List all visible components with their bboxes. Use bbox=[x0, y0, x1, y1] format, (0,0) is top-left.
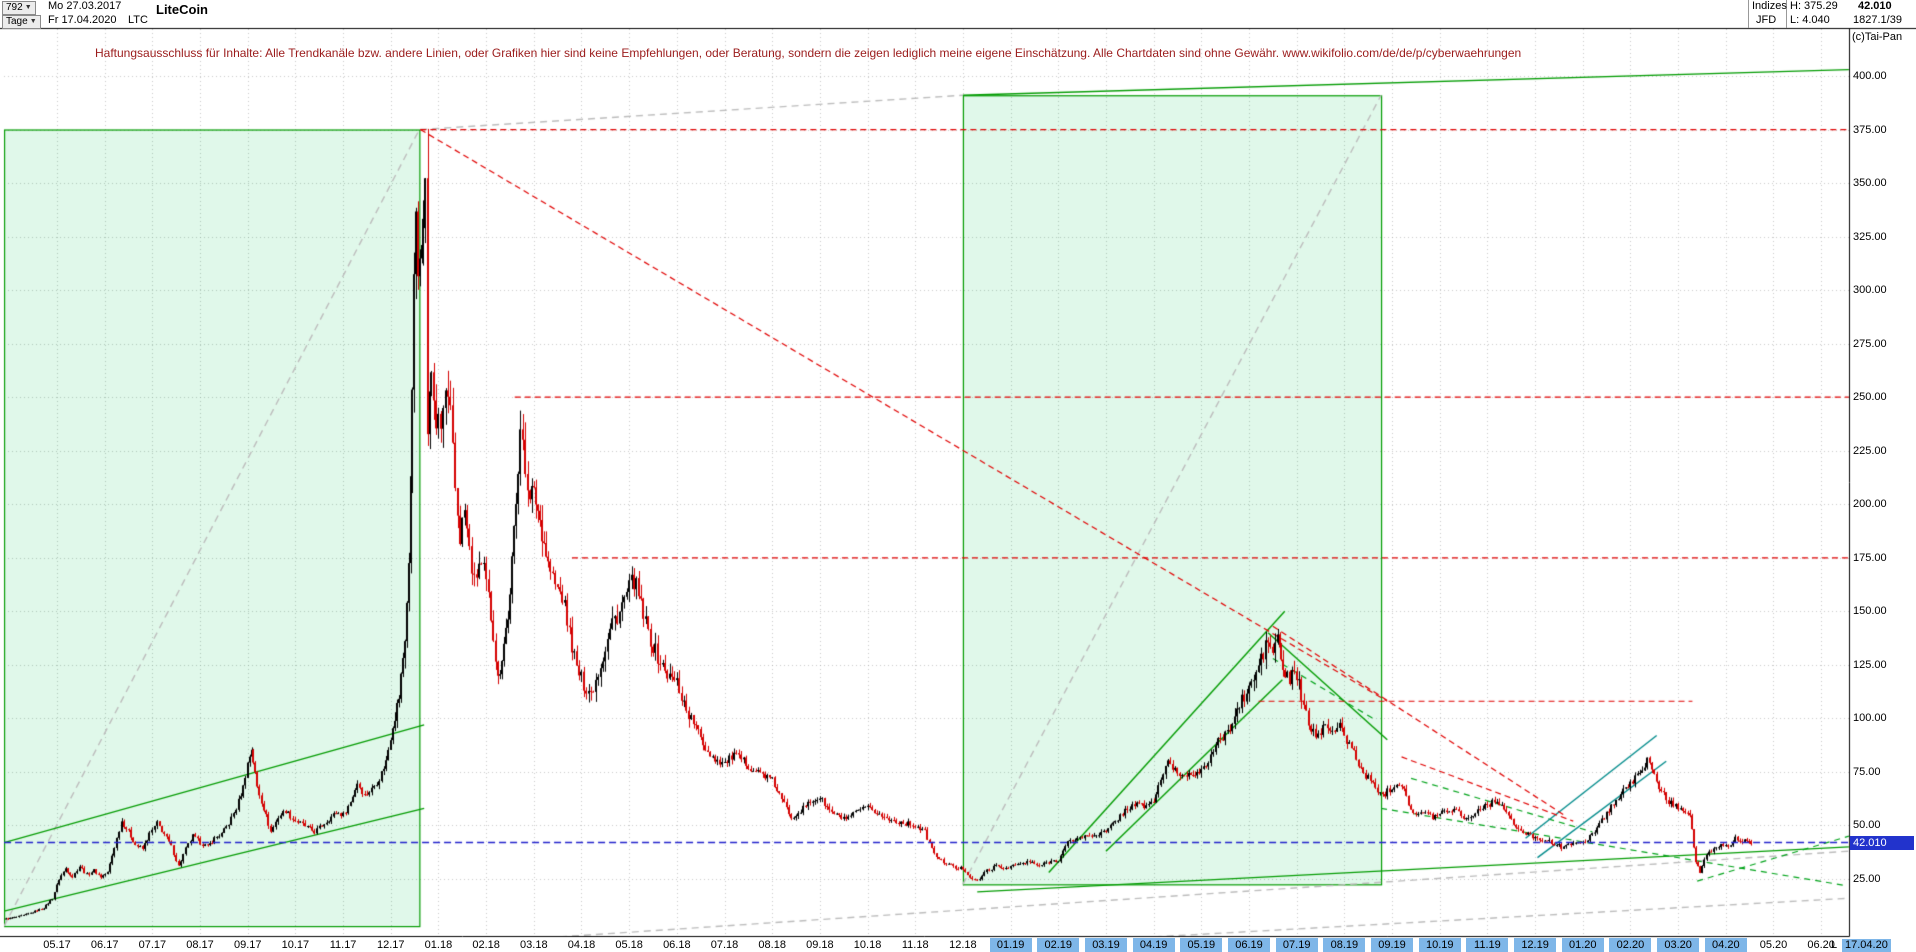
chart-end-date: Fr 17.04.2020 bbox=[48, 14, 117, 26]
x-axis-label: 12.17 bbox=[376, 939, 405, 951]
x-axis-label: 04.20 bbox=[1704, 938, 1747, 952]
x-axis-label: 05.18 bbox=[615, 939, 643, 951]
x-axis-label: 08.17 bbox=[186, 939, 214, 951]
x-axis-label: 06.19 bbox=[1228, 938, 1270, 952]
period-value: Tage bbox=[6, 16, 28, 27]
chart-start-date: Mo 27.03.2017 bbox=[48, 0, 122, 12]
x-axis: 05.17 06.17 07.17 08.17 09.17 10.17 11.17 12.17… bbox=[0, 938, 1916, 952]
chevron-down-icon: ▼ bbox=[24, 4, 32, 11]
x-axis-label: 01.18 bbox=[424, 939, 453, 951]
y-axis-label: 75.00 bbox=[1853, 765, 1881, 778]
x-axis-label: 11.19 bbox=[1466, 938, 1509, 952]
y-axis-label: 100.00 bbox=[1853, 712, 1887, 725]
x-axis-label: 07.19 bbox=[1275, 938, 1318, 952]
y-axis-label: 225.00 bbox=[1853, 444, 1887, 457]
x-axis-label: 08.18 bbox=[758, 939, 786, 951]
y-axis-label: 200.00 bbox=[1853, 498, 1887, 511]
y-axis-label: 150.00 bbox=[1853, 605, 1887, 618]
header-last-price: 42.010 bbox=[1858, 0, 1892, 12]
header-separator bbox=[1748, 0, 1749, 28]
y-axis-label: 350.00 bbox=[1853, 177, 1887, 190]
x-axis-label: 02.20 bbox=[1609, 938, 1652, 952]
x-axis-label: 08.19 bbox=[1323, 938, 1366, 952]
symbol-label: LTC bbox=[128, 14, 148, 26]
x-axis-label: 02.19 bbox=[1037, 938, 1080, 952]
instrument-title: LiteCoin bbox=[156, 2, 208, 17]
x-axis-label: 11.17 bbox=[329, 939, 357, 951]
x-axis-label: 12.18 bbox=[949, 939, 977, 951]
period-dropdown[interactable]: Tage ▼ bbox=[2, 15, 41, 29]
x-axis-label: 01.19 bbox=[989, 938, 1032, 952]
x-axis-label: 03.18 bbox=[520, 939, 548, 951]
x-axis-label: 10.18 bbox=[853, 939, 882, 951]
y-axis-label: 50.00 bbox=[1853, 819, 1881, 832]
current-price-tag: 42.010 bbox=[1850, 835, 1914, 850]
y-axis-label: 25.00 bbox=[1853, 872, 1881, 885]
header-separator bbox=[1786, 0, 1787, 28]
period-high-value: H: 375.29 bbox=[1790, 0, 1838, 12]
bars-count-value: 792 bbox=[6, 2, 23, 13]
last-date-value: 17.04.20 bbox=[1842, 939, 1891, 952]
y-axis-label: 275.00 bbox=[1853, 337, 1887, 350]
provider-label: JFD bbox=[1756, 14, 1777, 26]
x-axis-label: 03.20 bbox=[1657, 938, 1700, 952]
x-axis-label: 04.19 bbox=[1132, 938, 1175, 952]
y-axis-label: 375.00 bbox=[1853, 123, 1887, 136]
chevron-down-icon: ▼ bbox=[29, 18, 37, 25]
x-axis-label: 03.19 bbox=[1084, 938, 1127, 952]
x-axis-label: 02.18 bbox=[472, 939, 500, 951]
indizes-label[interactable]: Indizes bbox=[1752, 0, 1787, 12]
y-axis-label: 125.00 bbox=[1853, 658, 1887, 671]
index-value: 1827.1/39 bbox=[1853, 14, 1902, 26]
x-axis-label: 10.19 bbox=[1418, 938, 1461, 952]
x-axis-label: 06.20 bbox=[1807, 939, 1835, 951]
x-axis-label: 12.19 bbox=[1514, 938, 1557, 952]
x-axis-label: 05.20 bbox=[1759, 939, 1788, 951]
x-axis-label: 06.18 bbox=[663, 939, 691, 951]
x-axis-label: 06.17 bbox=[90, 939, 119, 951]
x-axis-label: 10.17 bbox=[281, 939, 310, 951]
x-axis-label: 07.18 bbox=[710, 939, 739, 951]
y-axis-label: 250.00 bbox=[1853, 391, 1887, 404]
y-axis-label: 175.00 bbox=[1853, 551, 1887, 564]
x-axis-label: 04.18 bbox=[567, 939, 596, 951]
x-axis-label: 09.19 bbox=[1371, 938, 1414, 952]
disclaimer: Haftungsausschluss für Inhalte: Alle Tre… bbox=[95, 46, 1522, 60]
x-axis-label: 07.17 bbox=[138, 939, 167, 951]
x-axis-label: 01.20 bbox=[1561, 938, 1604, 952]
x-axis-label: 09.17 bbox=[233, 939, 262, 951]
y-axis-label: 400.00 bbox=[1853, 70, 1887, 82]
y-axis-label: 300.00 bbox=[1853, 284, 1887, 297]
period-low-value: L: 4.040 bbox=[1790, 14, 1830, 26]
y-axis-label: 325.00 bbox=[1853, 230, 1887, 243]
x-axis-label: 05.19 bbox=[1180, 938, 1223, 952]
x-axis-label: 11.18 bbox=[901, 939, 929, 951]
x-axis-label: 09.18 bbox=[806, 939, 834, 951]
bars-count-dropdown[interactable]: 792 ▼ bbox=[2, 1, 36, 15]
last-date-prefix: L bbox=[1831, 939, 1838, 951]
copyright-label: (c)Tai-Pan bbox=[1852, 31, 1903, 43]
x-axis-label: 05.17 bbox=[43, 939, 71, 951]
